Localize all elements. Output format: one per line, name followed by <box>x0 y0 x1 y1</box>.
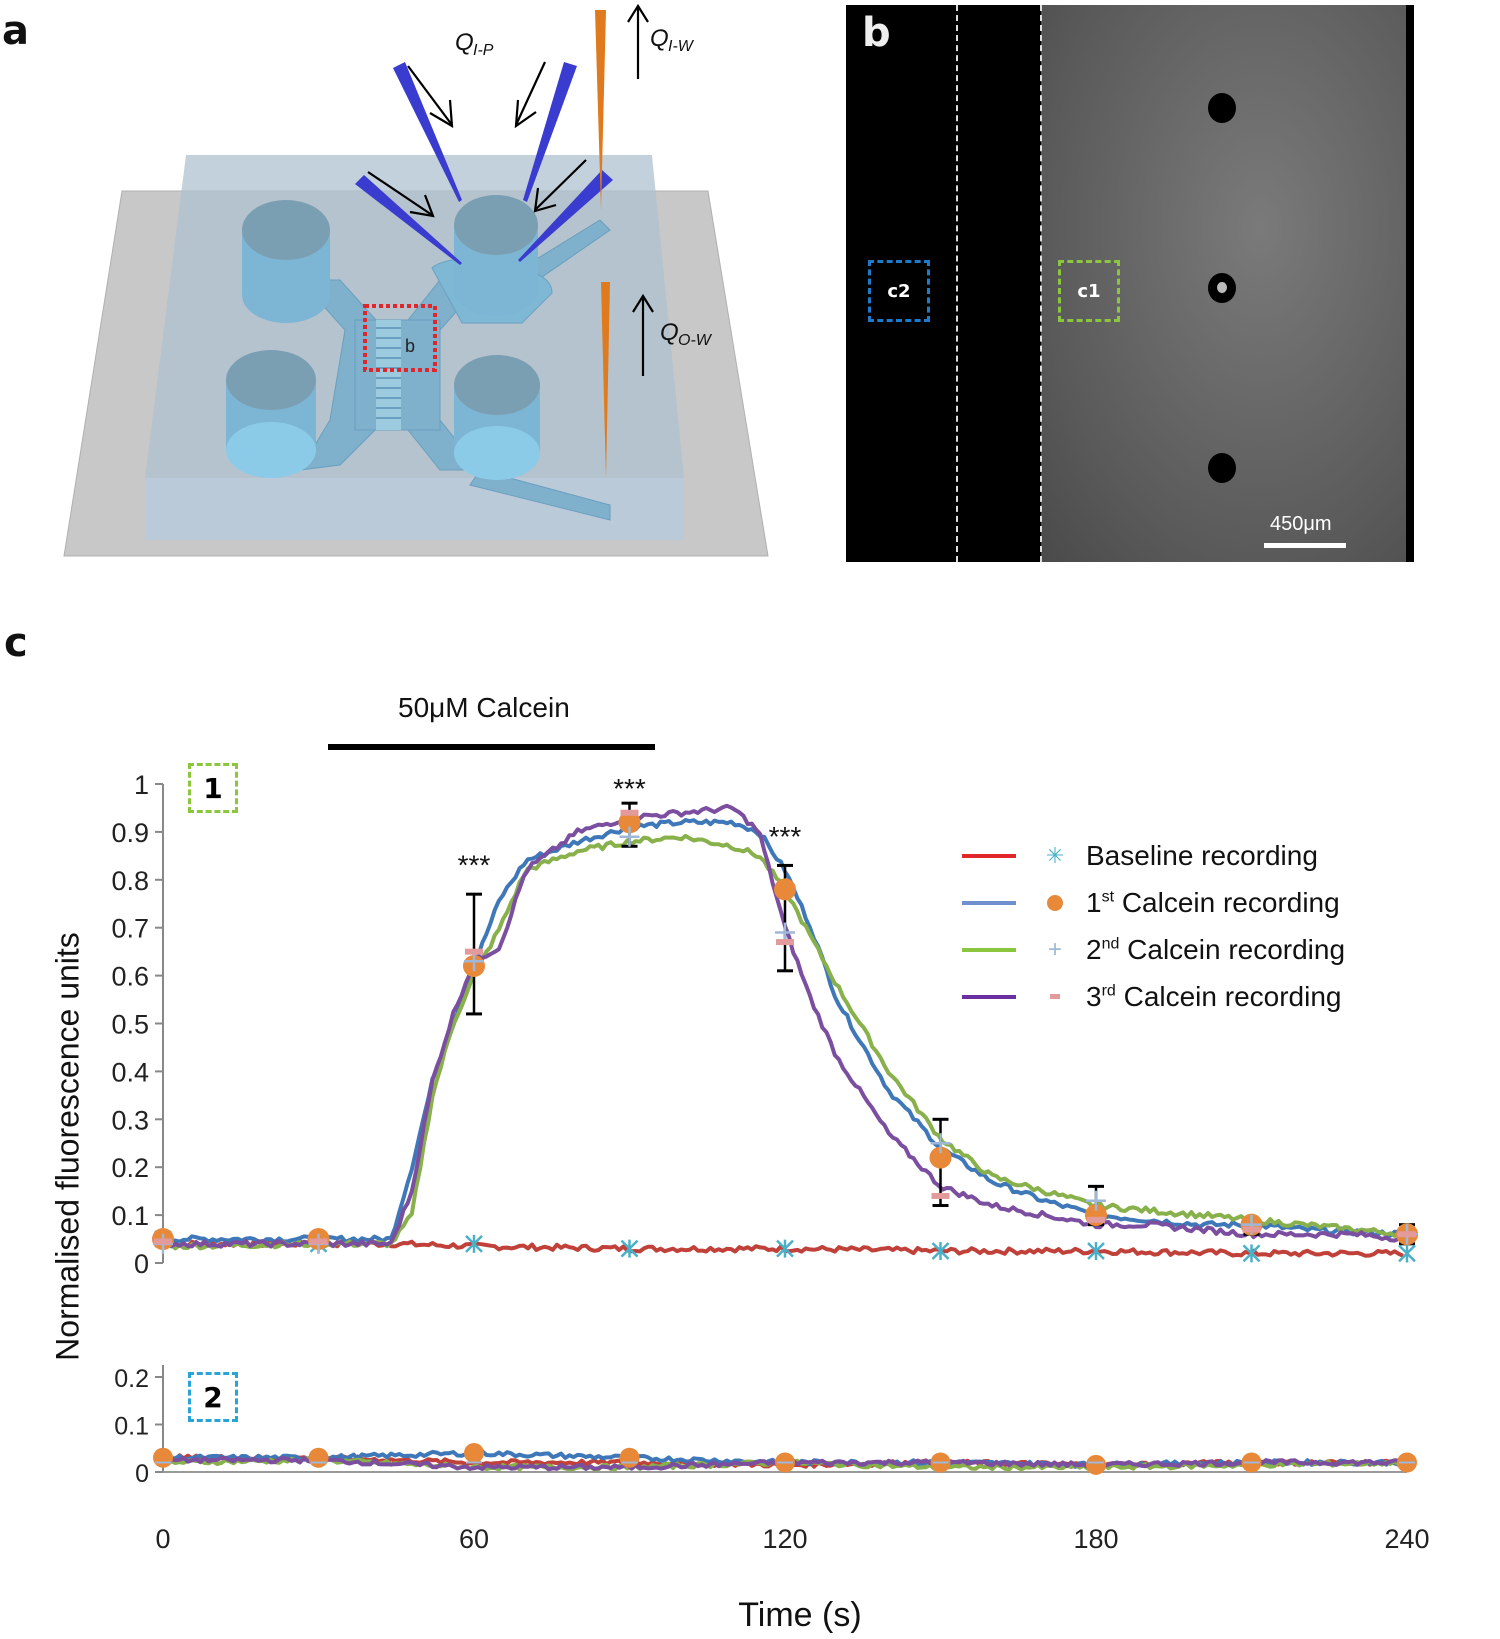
flow-arrows <box>367 3 654 376</box>
y-tick-label: 0.6 <box>111 962 149 992</box>
legend-item-2nd: + 2nd 2nd Calcein recordingCalcein recor… <box>962 926 1382 973</box>
dash-marker-icon <box>1030 994 1080 999</box>
asterisk-marker-icon: ✳ <box>1045 842 1065 868</box>
y-tick-label: 0.5 <box>111 1010 149 1040</box>
legend-line <box>962 853 1016 858</box>
y-tick-label: 0.7 <box>111 914 149 944</box>
roi-c1-box: c1 <box>1058 260 1120 322</box>
plus-marker-icon: + <box>1047 935 1062 963</box>
dash-marker <box>1242 1226 1261 1233</box>
pillar <box>1208 93 1236 123</box>
circle-marker-icon <box>1030 894 1080 911</box>
stimulus-bar <box>328 744 655 750</box>
reservoir-bottom-right <box>454 355 540 480</box>
svg-text:O-W: O-W <box>678 332 713 349</box>
dash-marker <box>1398 1231 1416 1238</box>
y-tick-label: 0.9 <box>111 818 149 848</box>
dash-marker <box>1087 1216 1105 1223</box>
y-tick-label: 0.3 <box>111 1105 149 1135</box>
pillar <box>1208 453 1236 483</box>
roi-c2-label: c2 <box>887 280 911 302</box>
legend-line <box>962 947 1016 952</box>
region-b-label: b <box>405 336 415 356</box>
legend-text: 1st 1st Calcein recordingCalcein recordi… <box>1086 886 1340 918</box>
dash-marker <box>154 1238 172 1245</box>
subplot2-badge: 2 <box>188 1372 238 1422</box>
legend-item-3rd: 3rd 3rd Calcein recordingCalcein recordi… <box>962 973 1382 1020</box>
roi-c2-box: c2 <box>868 260 930 322</box>
svg-text:I-P: I-P <box>473 42 494 59</box>
circle-marker <box>1086 1454 1106 1475</box>
fluorescence-image: c2 c1 450μm <box>846 5 1414 562</box>
significance-annotation: *** <box>458 850 491 881</box>
svg-text:Q: Q <box>660 319 679 346</box>
subplot1-badge: 1 <box>188 763 238 813</box>
circle-marker <box>619 1447 640 1468</box>
region-b-box <box>363 304 437 372</box>
reservoir-top-left <box>242 200 330 323</box>
panel-a-letter: a <box>2 8 29 54</box>
x-tick-label: 240 <box>1384 1524 1429 1554</box>
panel-b-letter: b <box>862 10 891 56</box>
legend: ✳ Baseline recording 1st 1st Calcein rec… <box>962 832 1382 1020</box>
reservoir-top-right <box>431 195 553 324</box>
panel-c-letter: c <box>4 620 28 666</box>
roi-c1-label: c1 <box>1077 280 1101 302</box>
y-tick-label: 0.1 <box>114 1413 149 1441</box>
y-tick-label: 0.8 <box>111 866 149 896</box>
circle-marker <box>153 1447 173 1468</box>
x-tick-label: 120 <box>762 1524 807 1554</box>
y-tick-label: 0 <box>135 1460 149 1488</box>
x-tick-label: 180 <box>1073 1524 1118 1554</box>
legend-item-baseline: ✳ Baseline recording <box>962 832 1382 879</box>
significance-annotation: *** <box>769 821 802 852</box>
y-tick-label: 0.4 <box>111 1057 149 1087</box>
y-tick-label: 0.2 <box>114 1365 149 1393</box>
legend-text: 2nd 2nd Calcein recordingCalcein recordi… <box>1086 933 1346 965</box>
withdrawal-pipettes <box>595 10 610 478</box>
channel-boundary-left <box>956 5 958 562</box>
x-axis-label: Time (s) <box>738 1596 862 1634</box>
y-tick-label: 0.2 <box>111 1153 149 1183</box>
microchannel-array <box>376 320 401 430</box>
dash-marker <box>931 1192 950 1199</box>
reservoir-bottom-left <box>226 350 316 478</box>
dash-marker <box>776 939 794 946</box>
y-tick-label: 0.1 <box>111 1201 149 1231</box>
dash-marker <box>465 948 483 955</box>
circle-marker <box>618 811 641 834</box>
scale-bar-label: 450μm <box>1270 513 1332 535</box>
perfusion-pipettes <box>355 62 613 265</box>
series-line <box>162 803 1404 1249</box>
stimulus-label: 50μM Calcein <box>398 692 570 723</box>
circle-marker <box>464 1443 484 1463</box>
y-tick-label: 1 <box>134 770 149 800</box>
channel-boundary-right <box>1040 5 1042 562</box>
flow-labels: Q I-P Q I-W Q O-W <box>455 25 713 349</box>
dash-marker <box>620 809 639 816</box>
dash-marker <box>309 1238 328 1245</box>
scale-bar <box>1264 543 1346 548</box>
y-tick-label: 0 <box>134 1249 149 1279</box>
svg-text:Q: Q <box>455 29 474 56</box>
pillar <box>1208 273 1236 303</box>
svg-text:Q: Q <box>650 25 669 52</box>
circle-marker <box>308 1447 329 1468</box>
legend-item-1st: 1st 1st Calcein recordingCalcein recordi… <box>962 879 1382 926</box>
legend-text: 3rd 3rd Calcein recordingCalcein recordi… <box>1086 980 1342 1012</box>
x-tick-label: 60 <box>459 1524 489 1554</box>
svg-text:I-W: I-W <box>668 38 695 55</box>
legend-line <box>962 900 1016 905</box>
x-tick-label: 0 <box>155 1524 170 1554</box>
microfluidic-chip-diagram: b Q I-P Q I-W Q O-W <box>63 3 769 557</box>
significance-annotation: *** <box>613 773 646 804</box>
circle-marker <box>774 878 796 901</box>
legend-line <box>962 994 1016 999</box>
circle-marker <box>929 1146 952 1169</box>
